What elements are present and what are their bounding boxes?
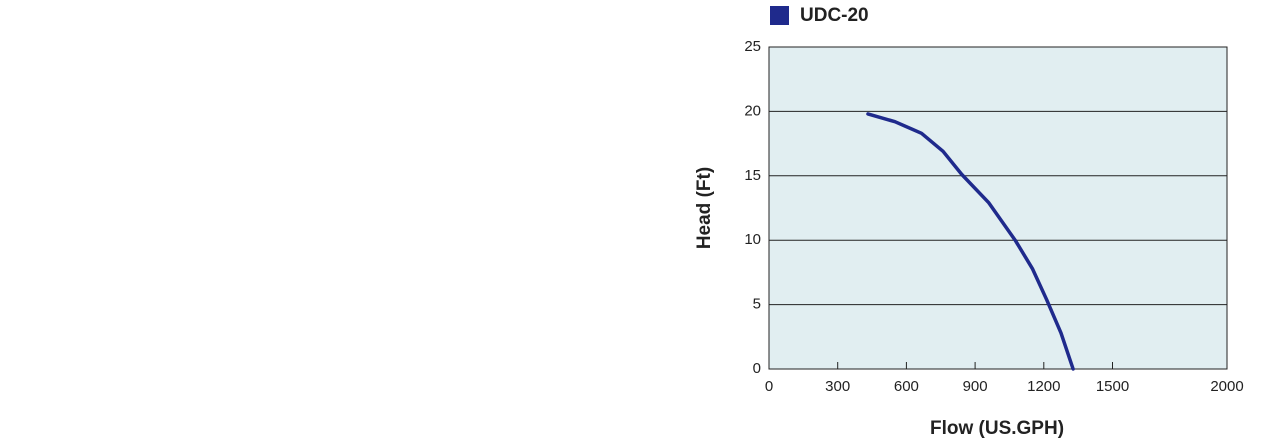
- y-tick-label: 20: [744, 102, 761, 119]
- y-tick-label: 0: [753, 360, 761, 377]
- x-tick-label: 300: [825, 378, 850, 395]
- legend-label: UDC-20: [800, 5, 869, 26]
- x-tick-label: 600: [894, 378, 919, 395]
- x-tick-label: 1500: [1096, 378, 1129, 395]
- y-tick-label: 5: [753, 296, 761, 313]
- curve: [866, 112, 1075, 371]
- x-tick-label: 1200: [1027, 378, 1060, 395]
- y-axis-label: Head (Ft): [694, 167, 715, 249]
- x-axis-label: Flow (US.GPH): [930, 418, 1064, 439]
- x-tick-label: 0: [765, 378, 773, 395]
- plot-area: [768, 46, 1228, 370]
- x-tick-label: 900: [963, 378, 988, 395]
- x-tick-label: 2000: [1210, 378, 1243, 395]
- y-tick-label: 15: [744, 167, 761, 184]
- y-tick-label: 10: [744, 231, 761, 248]
- legend-swatch: [770, 6, 789, 25]
- y-tick-label: 25: [744, 38, 761, 55]
